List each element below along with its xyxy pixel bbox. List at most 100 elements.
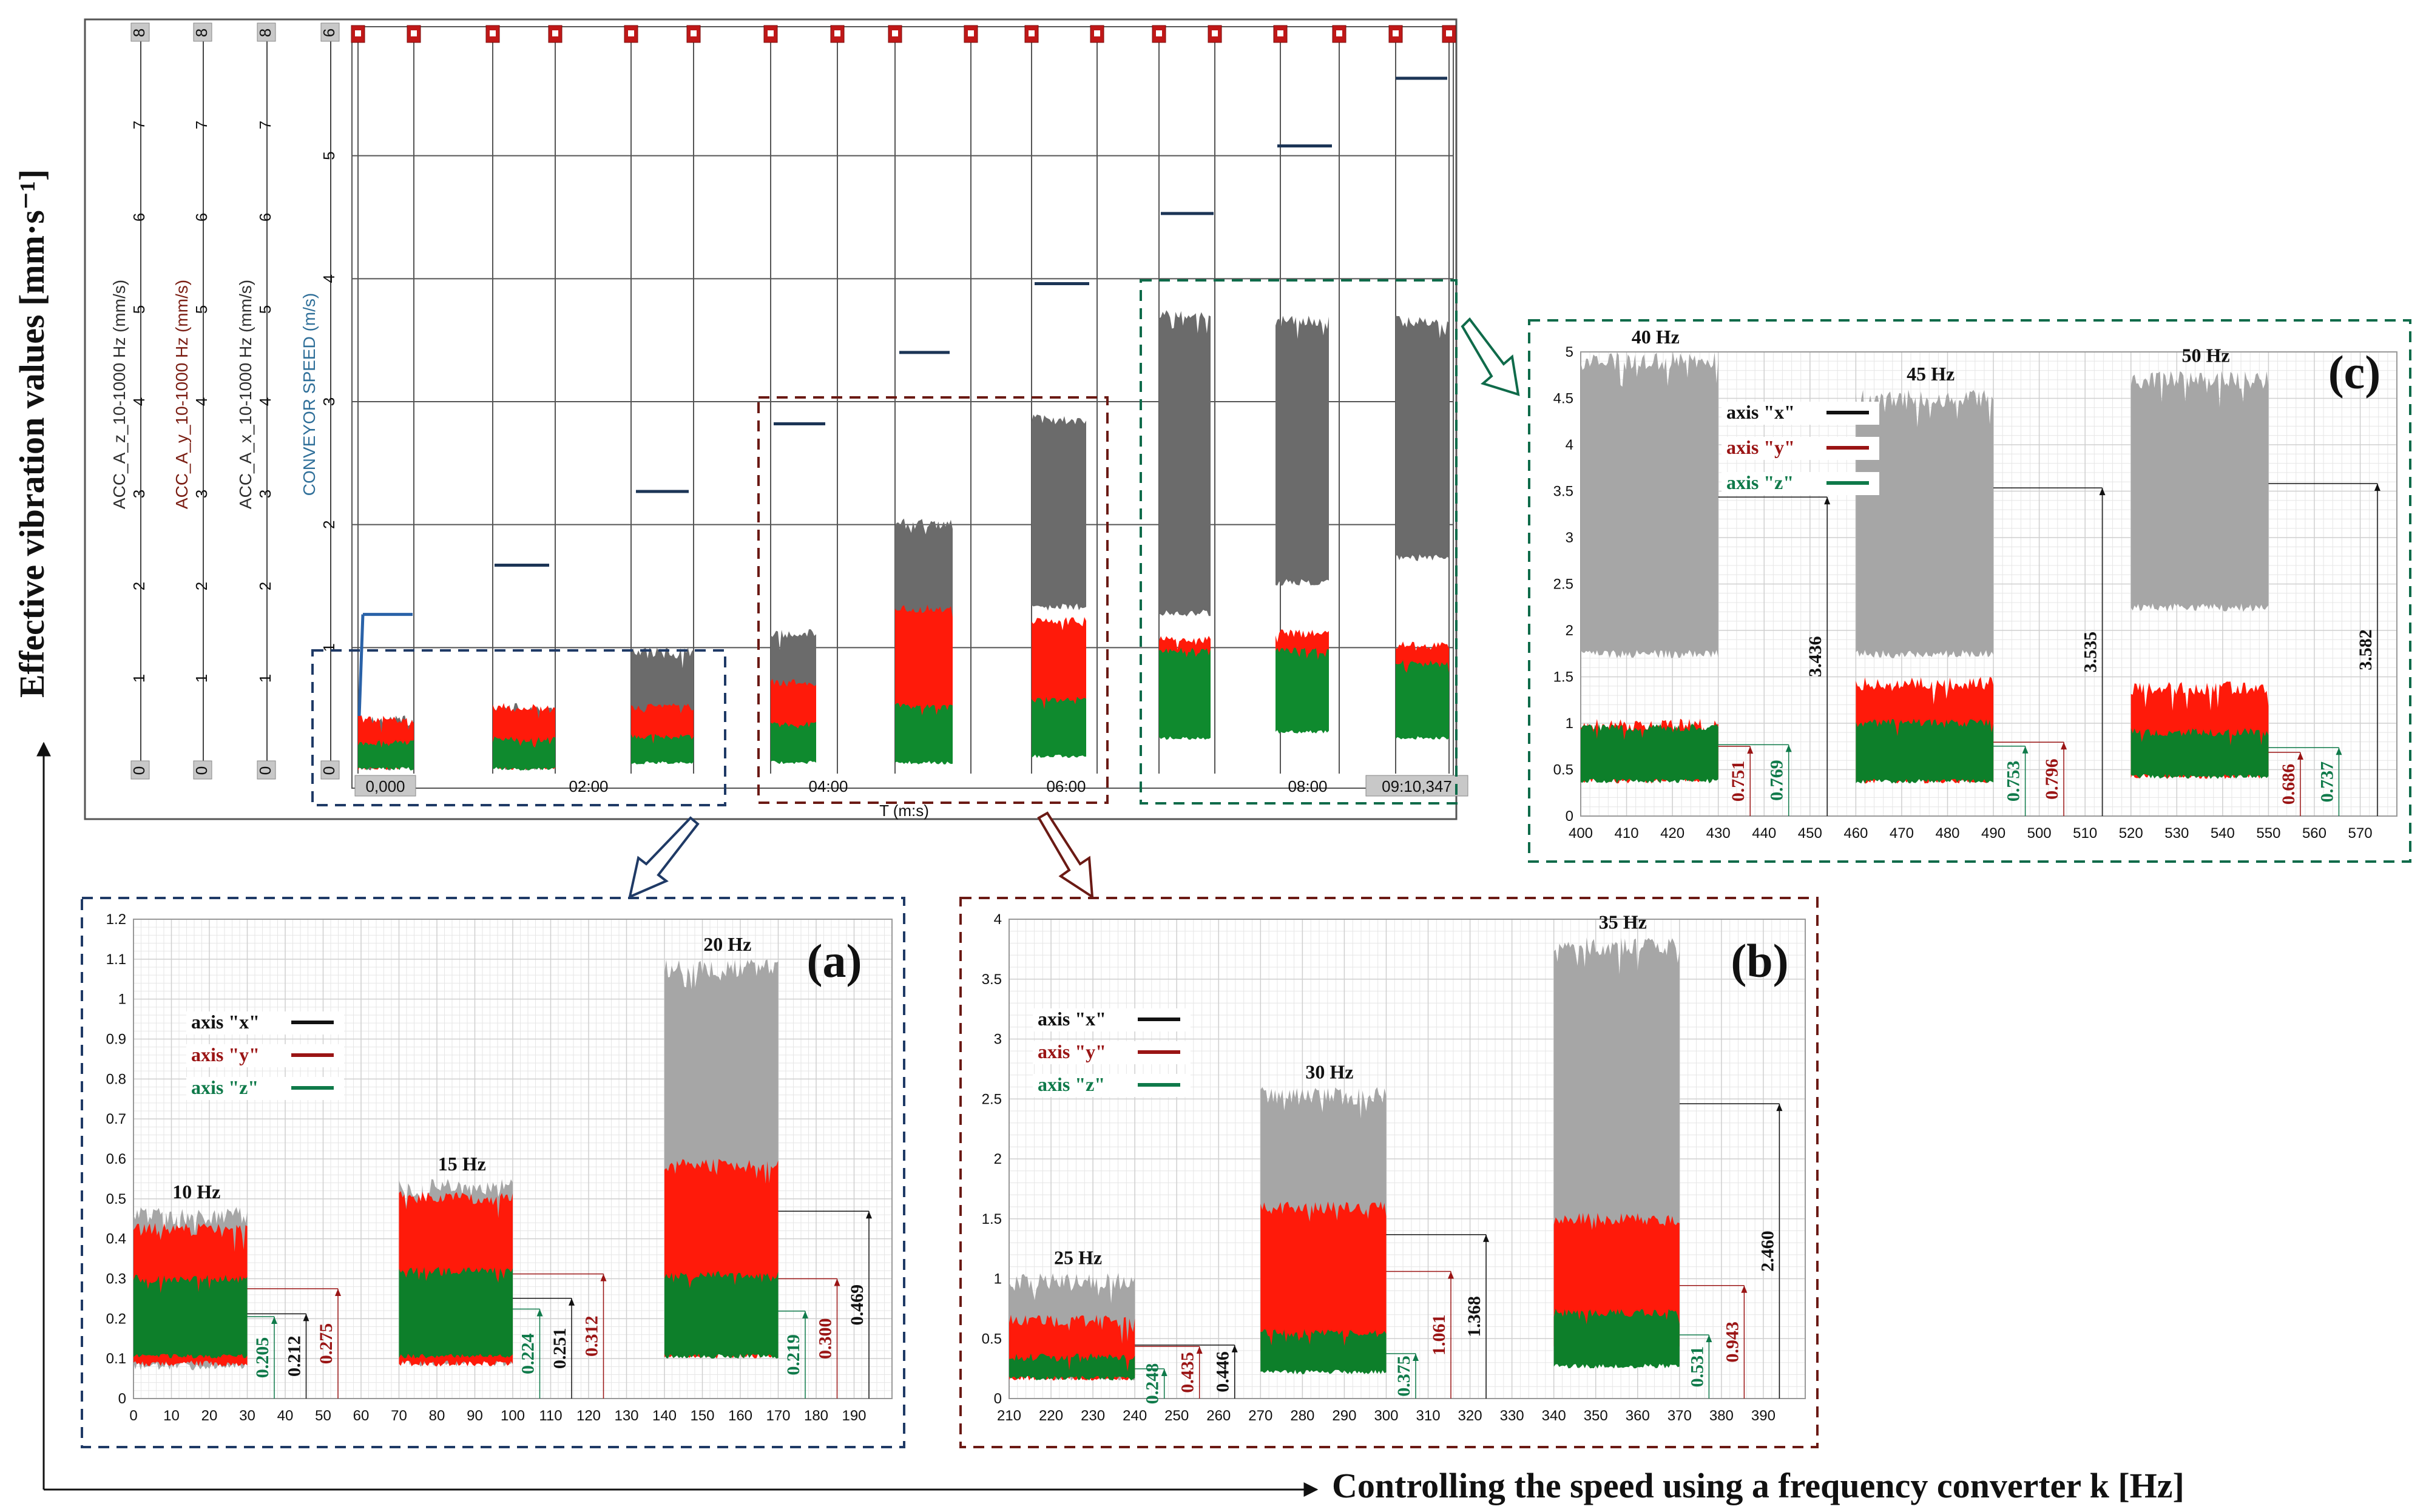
recorder-event-marker-dot [1094,30,1100,36]
panel-y-tick-label: 2.5 [1553,576,1573,593]
recorder-block-z [358,740,414,771]
recorder-tick-label: 2 [130,582,148,590]
panel-rms-label: 0.300 [816,1318,836,1360]
recorder-block-z [631,734,694,764]
panel-x-tick-label: 490 [1981,825,2005,842]
panel-legend-label: axis "z" [1038,1073,1105,1095]
panel-y-tick-label: 5 [1566,344,1573,360]
panel-legend-label: axis "y" [1038,1041,1106,1062]
panel-x-tick-label: 50 [315,1408,331,1424]
panel-x-tick-label: 320 [1458,1408,1482,1424]
recorder-tick-label: 0 [320,766,338,775]
panel-rms-arrow-head [1747,746,1754,754]
recorder-axis-title: ACC_A_y_10-1000 Hz (mm/s) [172,280,191,509]
panel-y-tick-label: 1.2 [106,911,126,928]
panel-y-tick-label: 2 [1566,623,1573,639]
arrow-to-panel-b [1037,811,1094,899]
panel-letter: (b) [1731,934,1788,987]
recorder-block-z [771,721,816,764]
connector-arrows [628,317,1520,899]
panel-legend-label: axis "z" [1726,471,1794,493]
recorder-tick-label: 5 [256,305,274,314]
recorder-block-z [1276,647,1329,734]
panel-rms-label: 0.312 [582,1316,602,1357]
recorder-tick-box [193,22,212,42]
recorder-block-x [1396,316,1449,561]
panel-x-tick-label: 20 [201,1408,218,1424]
panel-y-tick-label: 0.4 [106,1231,126,1247]
recorder-event-marker-dot [834,30,840,36]
panel-rms-arrow-head [1483,1234,1490,1242]
panel-band-z [1260,1329,1387,1375]
panel-x-tick-label: 550 [2256,825,2280,842]
panel-plot-border [133,919,893,1399]
panel-rms-arrow-head [2099,488,2106,496]
recorder-tick-box [320,22,340,42]
panel-x-tick-label: 280 [1290,1408,1314,1424]
panel-band-x [2130,371,2269,612]
recorder-block-x [1276,316,1329,586]
recorder-time-label: 0,000 [365,777,405,795]
panel-legend-label: axis "x" [1038,1008,1106,1030]
panel-rms-arrow-head [2061,742,2067,750]
panel-band-z [1856,718,1994,784]
panel-rms-arrow-head [1231,1345,1238,1352]
panel-rms-arrow-head [1161,1369,1167,1377]
panel-y-tick-label: 1 [1566,715,1573,732]
panel-band-z [664,1271,779,1359]
panel-band-z [399,1267,513,1358]
recorder-tick-label: 1 [256,674,274,683]
panel-y-tick-label: 4.5 [1553,391,1573,407]
panel-rms-arrow-head [1785,744,1792,752]
panel-x-tick-label: 450 [1798,825,1822,842]
panel-rms-arrow-head [866,1211,872,1219]
panel-rms-arrow-head [1196,1346,1203,1354]
panel-x-tick-label: 210 [997,1408,1021,1424]
panel-frequency-label: 20 Hz [703,933,751,955]
panel-legend-label: axis "x" [1726,401,1795,423]
panel-x-tick-label: 470 [1890,825,1914,842]
panel-rms-label: 2.460 [1757,1230,1777,1272]
recorder-tick-label: 8 [130,29,148,37]
figure-y-label: Effective vibration values [mm·s⁻¹] [12,169,52,698]
panel-y-tick-label: 4 [1566,437,1573,453]
panel-x-tick-label: 370 [1667,1408,1692,1424]
panel-x-tick-label: 480 [1935,825,1959,842]
panel-rms-label: 0.375 [1394,1355,1414,1397]
panel-x-tick-label: 190 [842,1408,866,1424]
panel-y-tick-label: 0.6 [106,1151,126,1167]
panel-rms-label: 0.212 [285,1335,305,1377]
panel-x-tick-label: 60 [353,1408,370,1424]
recorder-event-marker-dot [411,30,417,36]
recorder-left-axes: 0 1 2 3 4 5 6 7 8 ACC_A_z_10-1000 Hz (mm/s) 0 1 2 3 4 5… [110,22,340,780]
panel-x-tick-label: 360 [1626,1408,1650,1424]
panel-x-tick-label: 330 [1500,1408,1524,1424]
recorder-event-marker-dot [355,30,361,36]
panel-x-tick-label: 10 [163,1408,180,1424]
panel-rms-arrow-head [1706,1335,1712,1343]
panel-x-tick-label: 270 [1248,1408,1272,1424]
panel-x-tick-label: 420 [1660,825,1684,842]
panel-frequency-label: 50 Hz [2182,345,2230,366]
panel-rms-label: 0.248 [1143,1363,1163,1405]
panel-rms-arrow-head [271,1317,277,1325]
panel-x-tick-label: 170 [766,1408,790,1424]
recorder-axis-title: ACC_A_x_10-1000 Hz (mm/s) [236,280,255,509]
recorder-axis-title: ACC_A_z_10-1000 Hz (mm/s) [110,280,129,509]
panel-legend-label: axis "x" [191,1011,260,1033]
recorder-tick-label: 6 [130,213,148,221]
recorder-block-x [1032,414,1086,611]
panel-rms-arrow-head [2374,483,2380,491]
panel-x-tick-label: 220 [1039,1408,1063,1424]
panel-y-tick-label: 1 [994,1271,1002,1288]
panel-frequency-label: 45 Hz [1907,363,1955,385]
panel-x-tick-label: 70 [391,1408,407,1424]
recorder-event-marker-dot [552,30,558,36]
panel-rms-arrow-head [1741,1285,1748,1293]
panel-y-tick-label: 2.5 [982,1091,1002,1107]
panel-x-tick-label: 0 [129,1408,137,1424]
recorder-event-marker-dot [628,30,634,36]
panel-x-tick-label: 110 [539,1408,562,1424]
panel-legend-label: axis "z" [191,1076,258,1098]
